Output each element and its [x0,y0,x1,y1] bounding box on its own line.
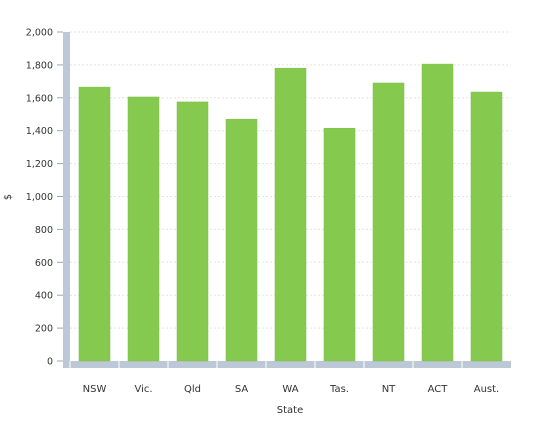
y-axis-title: $ [3,194,14,200]
x-tick-label: Tas. [329,384,349,395]
bar-nt [372,82,405,362]
y-tick-label: 0 [47,357,53,368]
x-tick-label: Qld [184,384,201,395]
bar-tas [323,127,356,362]
tick-labels: 0 200 400 600 800 1,000 1,200 1,400 1,600 1,800 2,… [26,28,499,396]
bar-wa [274,67,307,362]
x-tick-label: Aust. [474,384,500,395]
x-tick-label: Vic. [134,384,152,395]
x-tick-label: NSW [83,384,107,395]
y-axis-band [63,32,70,368]
y-tick-label: 1,000 [26,192,53,203]
bars [78,63,503,362]
y-tick-label: 600 [35,258,53,269]
y-tick-label: 400 [35,291,53,302]
axes [57,31,511,368]
y-tick-label: 200 [35,324,53,335]
x-tick-label: WA [282,384,298,395]
y-tick-label: 1,800 [26,60,53,71]
x-tick-label: SA [235,384,249,395]
bar-vic [127,96,160,362]
x-axis-band [63,361,511,368]
y-tick-label: 2,000 [26,28,53,39]
y-tick-label: 1,600 [26,93,53,104]
bar-act [421,63,454,362]
x-axis-title: State [277,405,303,416]
y-tick-label: 1,200 [26,159,53,170]
bar-sa [225,118,258,362]
bar-nsw [78,86,111,362]
x-tick-label: NT [382,384,396,395]
y-tick-label: 800 [35,225,53,236]
bar-qld [176,101,209,362]
y-tick-label: 1,400 [26,126,53,137]
x-tick-label: ACT [428,384,449,395]
bar-aust [470,91,503,362]
